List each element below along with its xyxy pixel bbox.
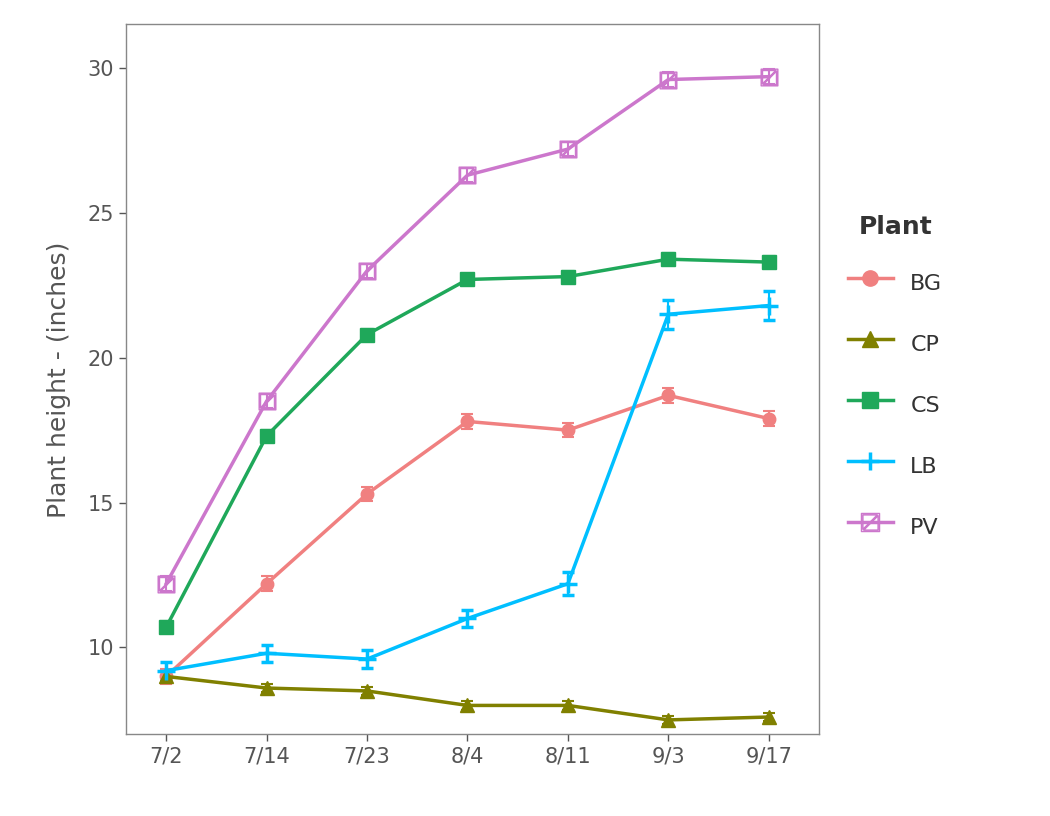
Legend: BG, CP, CS, LB, PV: BG, CP, CS, LB, PV xyxy=(837,204,953,555)
Y-axis label: Plant height - (inches): Plant height - (inches) xyxy=(47,242,71,517)
